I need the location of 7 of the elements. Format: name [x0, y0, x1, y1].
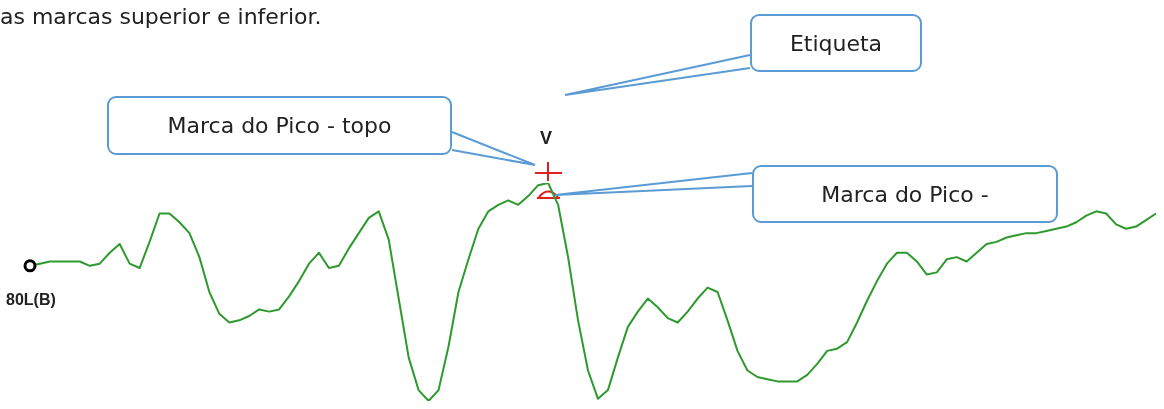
annotation: 80L(B) — [6, 291, 56, 309]
text: V — [540, 128, 553, 149]
callout: Etiqueta — [564, 13, 923, 96]
callout: Marca do Pico - topo — [106, 95, 536, 166]
callout: Marca do Pico - — [554, 164, 1059, 224]
text: as marcas superior e inferior. — [0, 4, 322, 29]
annotation: Marca do Pico - — [752, 165, 1058, 223]
